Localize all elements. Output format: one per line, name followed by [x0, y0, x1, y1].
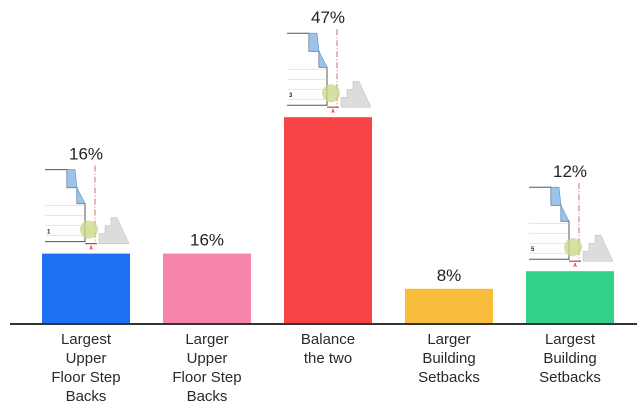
- category-label-1: Largest Upper Floor Step Backs: [51, 331, 120, 405]
- svg-text:5: 5: [531, 247, 535, 253]
- bar-2: [163, 253, 251, 324]
- bar-5: [526, 271, 614, 324]
- value-label-3: 47%: [311, 8, 345, 27]
- svg-text:3: 3: [289, 93, 293, 99]
- bar-4: [405, 288, 493, 324]
- bar-3: [284, 117, 372, 324]
- bars-group: [42, 117, 614, 324]
- value-label-5: 12%: [553, 162, 587, 181]
- value-label-2: 16%: [190, 231, 224, 250]
- diagram-1: 1A: [41, 163, 131, 252]
- category-labels-group: Largest Upper Floor Step Backs Larger Upper Fl…: [51, 331, 600, 405]
- diagram-5: 5A: [525, 181, 615, 270]
- category-label-5: Largest Building Setbacks: [539, 331, 601, 386]
- category-label-3: Balance the two: [301, 331, 355, 367]
- labels-group: 16% 16% 47% 8% 12%: [69, 8, 587, 285]
- category-label-4: Larger Building Setbacks: [418, 331, 480, 386]
- value-label-4: 8%: [437, 266, 462, 285]
- svg-text:1: 1: [47, 230, 51, 236]
- svg-text:A: A: [573, 263, 577, 269]
- category-label-2: Larger Upper Floor Step Backs: [172, 331, 241, 405]
- svg-text:A: A: [89, 246, 93, 252]
- svg-text:A: A: [331, 109, 335, 115]
- bar-1: [42, 253, 130, 324]
- diagram-3: 3A: [283, 27, 373, 116]
- value-label-1: 16%: [69, 145, 103, 164]
